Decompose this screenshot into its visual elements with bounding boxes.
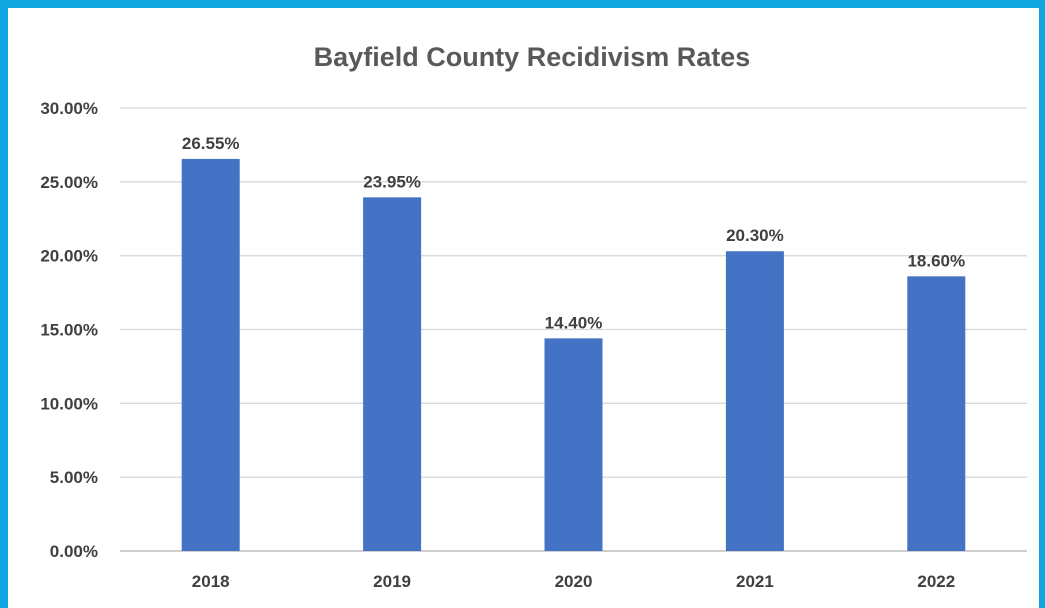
- y-tick-label: 0.00%: [50, 542, 98, 561]
- y-axis-ticks: 0.00% 5.00% 10.00% 15.00% 20.00% 25.00% 30.00%: [40, 99, 98, 561]
- chart-title: Bayfield County Recidivism Rates: [314, 42, 751, 72]
- data-label-2018: 26.55%: [182, 134, 240, 153]
- data-label-2020: 14.40%: [545, 313, 603, 332]
- data-label-2022: 18.60%: [907, 251, 965, 270]
- bar-2019: [363, 197, 422, 552]
- y-tick-label: 20.00%: [40, 247, 98, 266]
- y-tick-label: 30.00%: [40, 99, 98, 118]
- y-tick-label: 10.00%: [40, 394, 98, 413]
- bar-2021: [725, 251, 784, 551]
- bar-2022: [907, 276, 966, 551]
- bar-2020: [544, 338, 603, 551]
- bar-2018: [181, 158, 240, 551]
- data-label-2021: 20.30%: [726, 226, 784, 245]
- x-tick-label-2020: 2020: [555, 572, 593, 591]
- x-tick-label-2019: 2019: [373, 572, 411, 591]
- bars: [181, 158, 966, 552]
- y-tick-label: 25.00%: [40, 173, 98, 192]
- x-tick-label-2021: 2021: [736, 572, 774, 591]
- data-label-2019: 23.95%: [363, 172, 421, 191]
- x-axis-ticks: 2018 2019 2020 2021 2022: [192, 572, 955, 591]
- y-tick-label: 5.00%: [50, 468, 98, 487]
- x-tick-label-2022: 2022: [917, 572, 955, 591]
- x-tick-label-2018: 2018: [192, 572, 230, 591]
- data-labels: 26.55% 23.95% 14.40% 20.30% 18.60%: [182, 134, 965, 332]
- y-tick-label: 15.00%: [40, 321, 98, 340]
